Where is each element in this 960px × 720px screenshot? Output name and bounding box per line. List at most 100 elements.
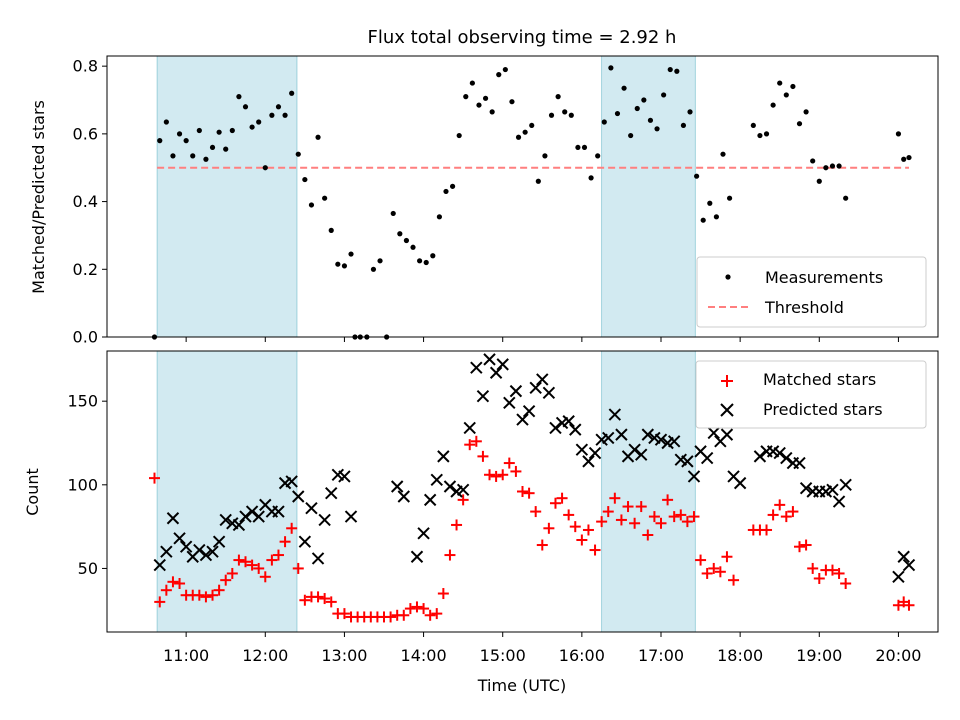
predicted-point	[344, 510, 358, 523]
predicted-point	[212, 535, 226, 548]
bottom-ytick-label: 100	[67, 475, 98, 494]
measurement-point	[256, 119, 262, 125]
measurement-point	[509, 99, 515, 105]
measurement-point	[410, 244, 416, 250]
top-points-layer	[151, 65, 912, 340]
predicted-point	[529, 381, 542, 395]
measurement-point	[614, 110, 621, 117]
matched-point	[418, 603, 430, 615]
predicted-point	[206, 545, 219, 558]
measurement-point	[829, 163, 836, 169]
measurement-point	[436, 214, 442, 220]
matched-point	[536, 539, 548, 551]
predicted-point	[832, 495, 846, 508]
matched-point	[794, 541, 805, 553]
measurement-point	[621, 85, 627, 91]
top-panel: 0.00.20.40.60.8 Matched/Predicted stars …	[29, 55, 939, 347]
predicted-point	[707, 426, 720, 440]
measurement-point	[757, 132, 763, 139]
bottom-legend: Matched stars Predicted stars	[695, 360, 927, 429]
predicted-point	[608, 408, 622, 421]
predicted-point	[160, 545, 173, 558]
predicted-point	[292, 490, 305, 503]
measurement-point	[575, 144, 581, 151]
measurement-point	[335, 261, 341, 267]
measurement-point	[403, 237, 410, 244]
measurement-point	[680, 122, 687, 129]
matched-point	[240, 556, 251, 568]
matched-point	[451, 519, 463, 531]
measurement-point	[796, 121, 803, 127]
predicted-point	[193, 543, 206, 557]
measurement-point	[216, 129, 222, 135]
top-shaded-interval-1	[156, 55, 298, 338]
predicted-point	[522, 405, 536, 418]
measurement-point	[209, 144, 216, 151]
measurement-point	[895, 131, 902, 137]
measurement-point	[823, 165, 829, 171]
measurement-point	[315, 134, 321, 140]
matched-point	[299, 594, 311, 606]
predicted-point	[628, 443, 641, 456]
measurement-point	[417, 258, 423, 264]
matched-point	[714, 566, 726, 578]
predicted-point	[199, 548, 213, 562]
matched-point	[437, 588, 449, 600]
bottom-ylabel: Count	[23, 468, 42, 516]
measurement-point	[628, 132, 634, 139]
measurement-point	[595, 153, 601, 159]
bottom-xtick-label: 19:00	[796, 646, 842, 665]
matched-point	[253, 562, 265, 574]
matched-point	[213, 584, 225, 596]
matched-point	[444, 549, 456, 561]
predicted-point	[542, 386, 556, 400]
predicted-point	[252, 510, 265, 523]
predicted-point	[509, 384, 523, 398]
measurement-point	[489, 109, 495, 115]
predicted-point	[753, 450, 767, 463]
measurement-point	[370, 266, 377, 272]
measurement-point	[700, 217, 706, 223]
measurement-point	[397, 231, 403, 237]
matched-point	[826, 564, 838, 576]
bottom-xtick-label: 20:00	[875, 646, 921, 665]
bottom-xlabel: Time (UTC)	[477, 676, 566, 695]
top-ytick-label: 0.2	[73, 260, 98, 279]
matched-point	[167, 576, 179, 588]
measurement-point	[790, 83, 796, 90]
predicted-point	[239, 510, 252, 523]
predicted-point	[390, 480, 404, 493]
matched-point	[470, 435, 482, 447]
matched-point	[662, 494, 674, 506]
legend-predicted-marker	[720, 403, 734, 417]
matched-point	[569, 521, 581, 533]
measurement-point	[707, 200, 713, 206]
matched-point	[385, 611, 397, 623]
matched-point	[411, 601, 423, 613]
measurement-point	[229, 127, 235, 134]
predicted-point	[489, 366, 503, 379]
legend-matched-marker	[721, 375, 733, 387]
top-ytick-label: 0.8	[73, 57, 98, 76]
predicted-point	[166, 512, 180, 525]
top-plot-frame	[106, 55, 939, 338]
measurement-point	[783, 92, 789, 98]
matched-point	[497, 469, 509, 481]
measurement-point	[529, 122, 535, 129]
top-ytick-label: 0.6	[73, 124, 98, 143]
measurement-point	[502, 66, 508, 73]
matched-point	[259, 571, 271, 583]
matched-point	[457, 494, 469, 506]
top-shading-layer	[156, 55, 696, 338]
predicted-point	[298, 535, 312, 548]
measurement-point	[634, 105, 640, 112]
predicted-point	[635, 448, 648, 461]
predicted-point	[826, 483, 839, 497]
bottom-yaxis: 50 100 150	[67, 392, 107, 578]
matched-point	[220, 574, 232, 586]
measurement-point	[282, 112, 288, 118]
measurement-point	[674, 68, 680, 74]
predicted-point	[430, 473, 443, 486]
matched-point	[523, 487, 535, 499]
legend-predicted-label: Predicted stars	[763, 400, 883, 419]
